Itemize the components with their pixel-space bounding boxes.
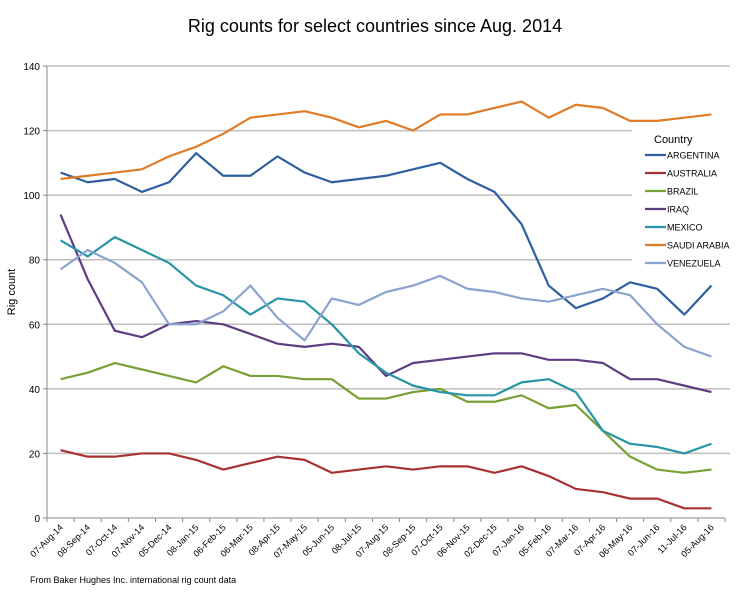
series-venezuela	[61, 250, 712, 357]
y-tick-label: 80	[29, 256, 41, 267]
series-saudi-arabia	[61, 102, 712, 180]
series-mexico	[61, 237, 712, 453]
series-line	[61, 102, 712, 179]
y-tick-label: 0	[34, 514, 40, 525]
legend-entry: SAUDI ARABIA	[667, 241, 730, 251]
legend-entry: MEXICO	[667, 223, 703, 233]
series-line	[61, 450, 712, 508]
series-iraq	[61, 215, 712, 393]
source-note: From Baker Hughes Inc. international rig…	[30, 575, 236, 585]
y-tick-label: 60	[29, 320, 41, 331]
chart-title: Rig counts for select countries since Au…	[188, 16, 562, 36]
series-line	[61, 237, 712, 453]
y-tick-label: 100	[23, 191, 40, 202]
series-line	[61, 215, 712, 393]
series-line	[61, 250, 712, 357]
series-australia	[61, 450, 712, 508]
y-tick-label: 140	[23, 62, 40, 73]
legend-entry: VENEZUELA	[667, 259, 721, 269]
y-tick-label: 40	[29, 385, 41, 396]
y-axis-label: Rig count	[6, 269, 18, 315]
legend-entry: ARGENTINA	[667, 151, 720, 161]
y-tick-label: 20	[29, 449, 41, 460]
series-line	[61, 363, 712, 473]
y-tick-label: 120	[23, 127, 40, 138]
legend-entry: AUSTRALIA	[667, 169, 717, 179]
legend-entry: IRAQ	[667, 205, 689, 215]
legend: Country ARGENTINA AUSTRALIA BRAZIL IRAQ MEXIC…	[632, 122, 732, 269]
legend-title: Country	[654, 134, 693, 146]
legend-entry: BRAZIL	[667, 187, 699, 197]
series-brazil	[61, 363, 712, 473]
